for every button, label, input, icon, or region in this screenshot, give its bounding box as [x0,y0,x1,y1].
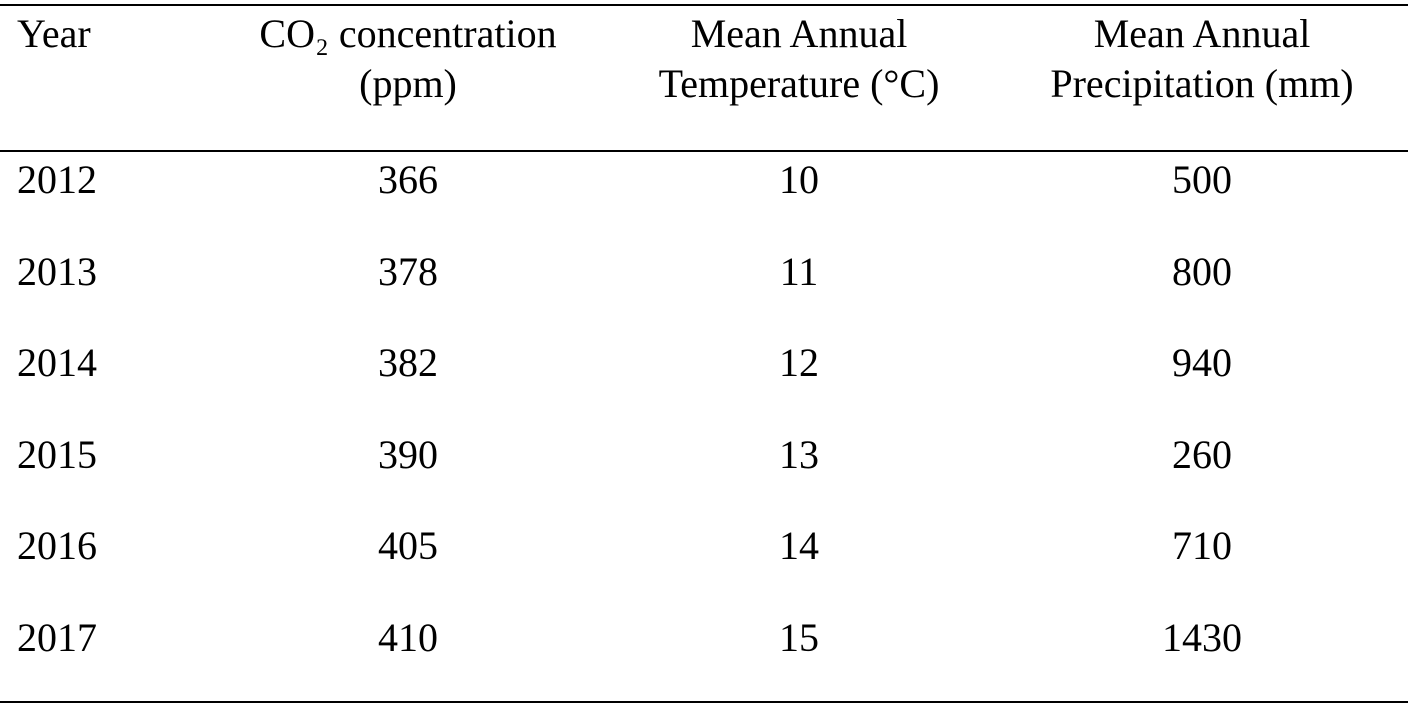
year-cell: 2012 [17,157,97,202]
year-cell: 2015 [17,431,97,477]
data-cell: 366 [378,157,438,202]
data-cell: 15 [779,615,819,660]
data-cell: 382 [378,340,438,386]
bottom-rule [0,701,1408,703]
data-cell: 11 [779,248,819,294]
year-cell: 2013 [17,248,97,294]
data-cell: 390 [378,431,438,477]
header-cell: Temperature (°C) [658,61,940,106]
header-cell: (ppm) [359,61,457,106]
header-cell: Year [17,11,91,56]
header-rule [0,150,1408,152]
data-cell: 710 [1172,523,1232,569]
top-rule [0,4,1408,6]
data-cell: 10 [779,157,819,202]
year-cell: 2017 [17,615,97,660]
header-cell: Precipitation (mm) [1050,61,1354,106]
header-cell: CO₂ concentration [259,11,557,56]
year-cell: 2016 [17,523,97,569]
data-cell: 405 [378,523,438,569]
data-cell: 1430 [1162,615,1242,660]
data-cell: 940 [1172,340,1232,386]
year-cell: 2014 [17,340,97,386]
data-cell: 14 [779,523,819,569]
data-cell: 800 [1172,248,1232,294]
data-cell: 260 [1172,431,1232,477]
data-cell: 12 [779,340,819,386]
data-cell: 378 [378,248,438,294]
data-cell: 13 [779,431,819,477]
header-cell: Mean Annual [690,11,908,56]
data-cell: 500 [1172,157,1232,202]
data-cell: 410 [378,615,438,660]
header-cell: Mean Annual [1093,11,1311,56]
